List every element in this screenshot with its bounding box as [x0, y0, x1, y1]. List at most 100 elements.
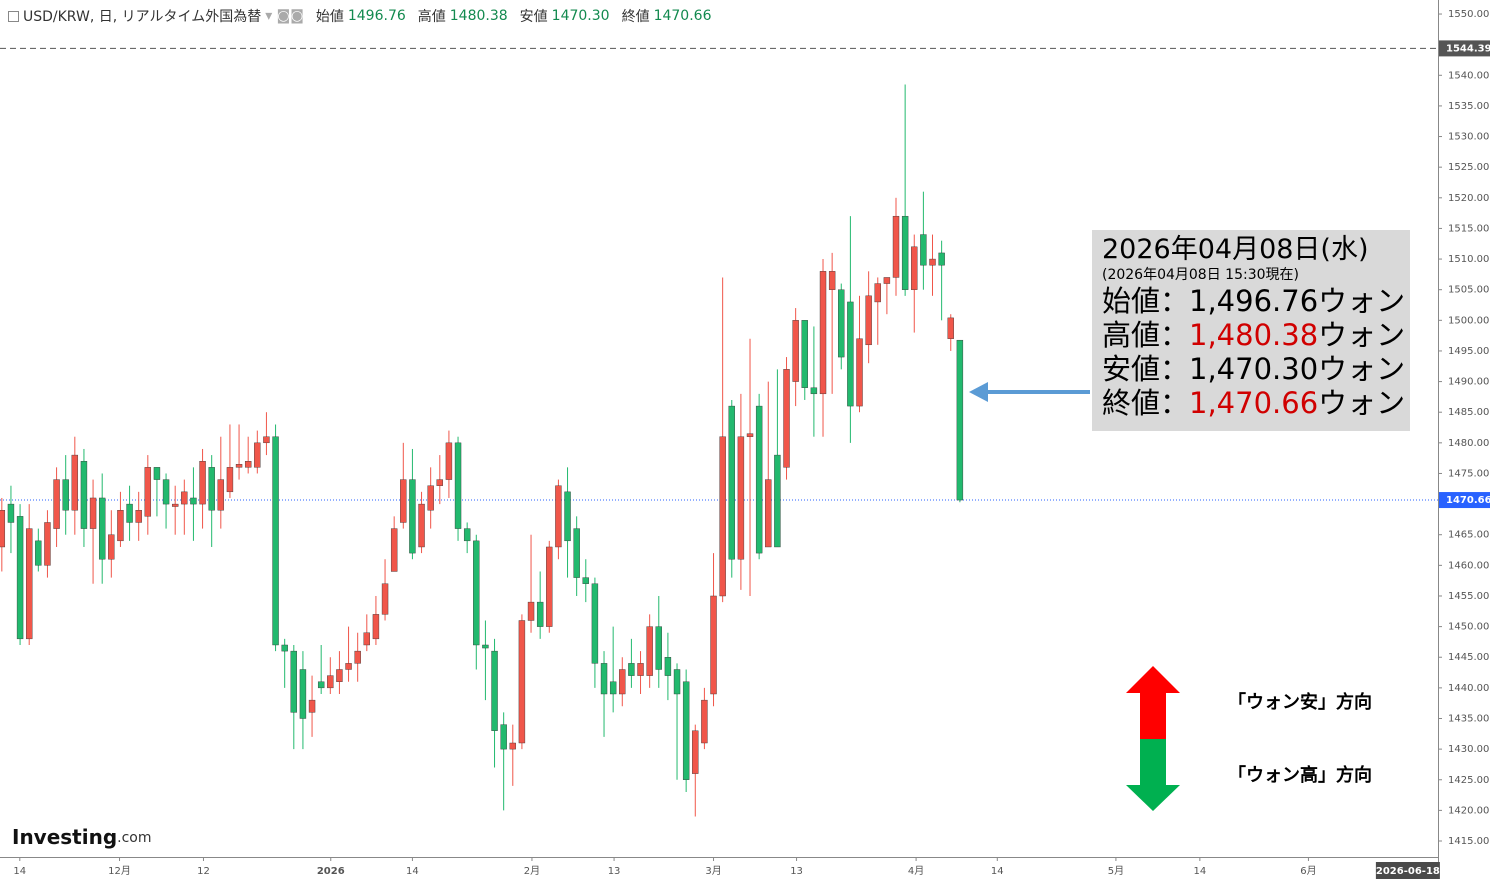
ohlc-label: 高値	[417, 9, 446, 25]
candle-body	[920, 234, 927, 266]
candle-body	[345, 663, 352, 670]
y-tick-label: 1450.00	[1448, 622, 1489, 633]
row-unit: ウォン	[1318, 352, 1406, 386]
candle-body	[536, 601, 544, 627]
candle-body	[290, 650, 298, 713]
candle-body	[117, 510, 124, 542]
y-tick-label: 1460.00	[1448, 560, 1489, 571]
candle-body	[555, 485, 562, 548]
candle-body	[664, 657, 672, 676]
y-tick-label: 1525.00	[1448, 162, 1489, 173]
y-tick-label: 1550.00	[1448, 9, 1489, 20]
candle-body	[892, 215, 900, 278]
candle-body	[929, 258, 936, 266]
candle-body	[692, 730, 699, 774]
price-label-box	[1439, 492, 1490, 509]
y-tick-label: 1510.00	[1448, 254, 1489, 265]
candle-body	[372, 614, 380, 640]
candle-body	[500, 724, 507, 750]
candle-body	[865, 295, 872, 346]
y-axis-bg	[1438, 0, 1490, 879]
candle-body	[244, 461, 252, 468]
row-label: 安値：	[1102, 352, 1190, 386]
candle-body	[774, 454, 781, 548]
candle-body	[418, 503, 425, 548]
candle-body	[400, 479, 407, 523]
y-tick-label: 1435.00	[1448, 713, 1489, 724]
ohlc-label: 始値	[315, 9, 344, 25]
y-tick-label: 1505.00	[1448, 285, 1489, 296]
candle-body	[263, 436, 270, 444]
x-tick-label: 14	[13, 866, 26, 877]
candle-body	[144, 467, 152, 517]
y-tick-label: 1515.00	[1448, 223, 1489, 234]
annotation-row: 安値：1,470.30ウォン	[1102, 352, 1405, 386]
collapse-icon[interactable]	[8, 10, 19, 22]
candle-body	[911, 246, 918, 290]
candle-body	[682, 681, 690, 780]
candle-body	[619, 669, 626, 695]
ohlc-label: 安値	[519, 9, 548, 25]
x-tick-label: 12月	[108, 865, 131, 877]
candle-body	[482, 644, 489, 649]
candle-body	[938, 252, 945, 266]
candle-body	[609, 681, 617, 695]
row-unit: ウォン	[1318, 318, 1406, 352]
candle-body	[62, 479, 69, 511]
candle-body	[71, 454, 79, 511]
candle-body	[518, 620, 526, 744]
icons[interactable]: ▾ ◙◙	[265, 8, 304, 24]
y-tick-label: 1420.00	[1448, 805, 1489, 816]
candle-body	[181, 491, 188, 505]
candle-body	[162, 479, 170, 505]
row-label: 終値：	[1102, 386, 1190, 420]
candle-body	[281, 644, 288, 652]
y-tick-label: 1455.00	[1448, 591, 1489, 602]
candle-body	[381, 583, 389, 615]
x-tick-label: 4月	[908, 865, 924, 877]
price-label-box	[1439, 40, 1490, 57]
up-arrow	[1126, 666, 1180, 739]
candle-body	[25, 528, 33, 640]
candle-body	[208, 467, 215, 511]
y-tick-label: 1535.00	[1448, 101, 1489, 112]
candle-body	[35, 540, 42, 566]
x-tick-label: 13	[790, 866, 803, 877]
candle-body	[308, 699, 316, 713]
ohlc-value: 1470.66	[653, 8, 712, 24]
candle-body	[299, 669, 307, 719]
row-label: 始値：	[1102, 284, 1190, 318]
candle-body	[655, 626, 662, 670]
candle-body	[89, 497, 97, 529]
candle-body	[573, 528, 580, 578]
candle-body	[390, 528, 398, 572]
annotation-row: 高値：1,480.38ウォン	[1102, 318, 1405, 352]
y-tick-label: 1495.00	[1448, 346, 1489, 357]
row-label: 高値：	[1102, 318, 1190, 352]
y-tick-label: 1430.00	[1448, 744, 1489, 755]
x-tick-label: 2026	[317, 866, 345, 877]
x-tick-label: 2026-06-18	[1376, 866, 1440, 877]
candle-body	[135, 510, 142, 523]
candle-body	[746, 433, 754, 437]
candle-body	[710, 595, 717, 695]
down-arrow	[1126, 739, 1180, 811]
price-label: 1470.66	[1446, 495, 1490, 506]
candle-body	[463, 528, 471, 542]
annotation-box: 2026年04月08日(水) (2026年04月08日 15:30現在) 始値：…	[1092, 230, 1410, 431]
candle-body	[728, 405, 735, 560]
y-tick-label: 1520.00	[1448, 193, 1489, 204]
candle-body	[217, 479, 225, 511]
x-tick-label: 12	[197, 866, 210, 877]
y-tick-label: 1465.00	[1448, 530, 1489, 541]
annotation-date: 2026年04月08日(水)	[1102, 234, 1369, 265]
candle-body	[810, 387, 818, 395]
ohlc-value: 1496.76	[347, 8, 406, 24]
candle-body	[53, 479, 60, 529]
ohlc-value: 1470.30	[551, 8, 610, 24]
y-tick-label: 1475.00	[1448, 468, 1489, 479]
candle-body	[628, 663, 635, 676]
candle-body	[491, 650, 498, 731]
